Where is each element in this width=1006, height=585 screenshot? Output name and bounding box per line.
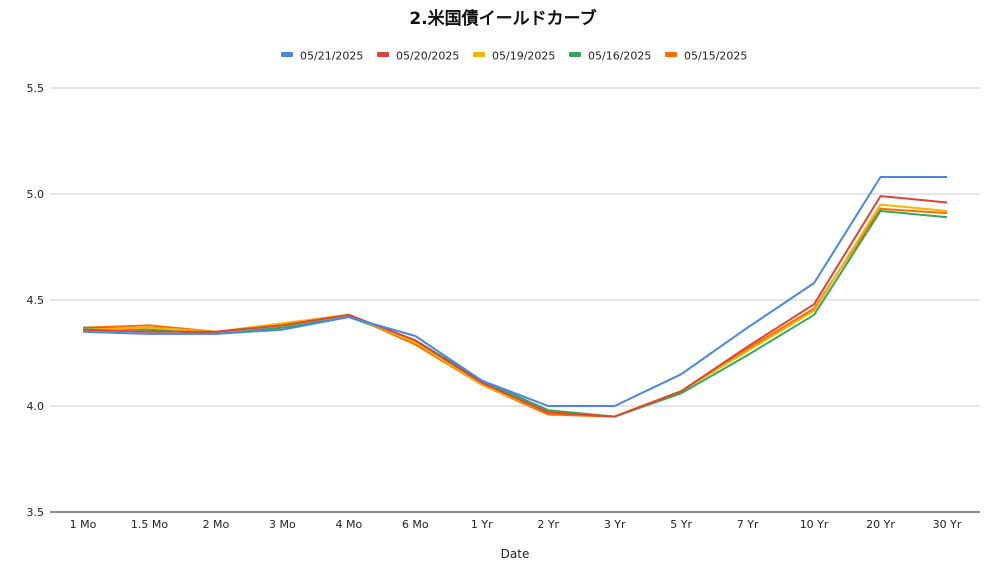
y-tick-label: 3.5: [27, 506, 45, 519]
x-axis-ticks: 1 Mo 1.5 Mo 2 Mo 3 Mo 4 Mo 6 Mo 1 Yr 2 Yr 3 Yr 5 …: [70, 518, 962, 531]
legend-label: 05/20/2025: [396, 50, 459, 63]
legend-label: 05/16/2025: [588, 50, 651, 63]
x-tick-label: 2 Yr: [537, 518, 559, 531]
x-tick-label: 7 Yr: [737, 518, 759, 531]
x-tick-label: 30 Yr: [933, 518, 962, 531]
x-tick-label: 3 Yr: [604, 518, 626, 531]
legend-swatch: [473, 52, 485, 57]
legend-swatch: [281, 52, 293, 57]
gridlines: [50, 87, 980, 513]
x-tick-label: 4 Mo: [335, 518, 362, 531]
x-tick-label: 3 Mo: [269, 518, 296, 531]
series-line-05-20-2025: [82, 195, 948, 418]
chart-title: 2.米国債イールドカーブ: [409, 8, 596, 29]
x-tick-label: 10 Yr: [800, 518, 829, 531]
x-tick-label: 6 Mo: [402, 518, 429, 531]
legend: 05/21/2025 05/20/2025 05/19/2025 05/16/2025…: [281, 50, 747, 63]
x-tick-label: 20 Yr: [866, 518, 895, 531]
y-axis-ticks: 3.5 4.0 4.5 5.0 5.5: [27, 82, 45, 519]
legend-label: 05/15/2025: [684, 50, 747, 63]
y-tick-label: 4.0: [27, 400, 45, 413]
legend-swatch: [569, 52, 581, 57]
y-tick-label: 5.0: [27, 188, 45, 201]
x-axis-title: Date: [501, 547, 530, 561]
legend-label: 05/21/2025: [300, 50, 363, 63]
x-tick-label: 1 Yr: [471, 518, 493, 531]
x-tick-label: 5 Yr: [670, 518, 692, 531]
series-line-05-15-2025: [82, 207, 948, 418]
series-lines: [82, 176, 948, 418]
series-line-05-21-2025: [82, 176, 947, 407]
x-tick-label: 2 Mo: [203, 518, 230, 531]
legend-label: 05/19/2025: [492, 50, 555, 63]
x-tick-label: 1 Mo: [70, 518, 97, 531]
legend-swatch: [377, 52, 389, 57]
series-line-05-16-2025: [82, 210, 948, 418]
x-tick-label: 1.5 Mo: [131, 518, 168, 531]
y-tick-label: 5.5: [27, 82, 45, 95]
y-tick-label: 4.5: [27, 294, 45, 307]
legend-swatch: [665, 52, 677, 57]
